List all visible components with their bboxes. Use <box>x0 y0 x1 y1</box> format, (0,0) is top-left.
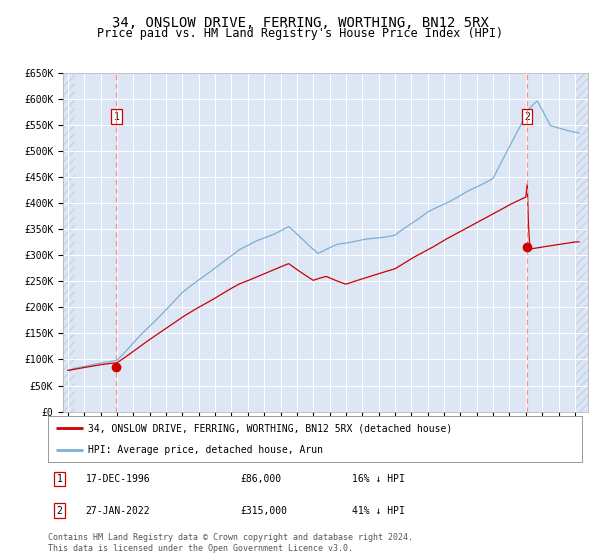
Text: 1: 1 <box>57 474 62 484</box>
Bar <box>63 73 75 412</box>
Text: £315,000: £315,000 <box>240 506 287 516</box>
Text: HPI: Average price, detached house, Arun: HPI: Average price, detached house, Arun <box>88 445 323 455</box>
Text: 2: 2 <box>524 112 530 122</box>
Text: 17-DEC-1996: 17-DEC-1996 <box>85 474 150 484</box>
Text: 1: 1 <box>113 112 119 122</box>
Text: 27-JAN-2022: 27-JAN-2022 <box>85 506 150 516</box>
Text: Contains HM Land Registry data © Crown copyright and database right 2024.
This d: Contains HM Land Registry data © Crown c… <box>48 533 413 553</box>
Text: £86,000: £86,000 <box>240 474 281 484</box>
Text: Price paid vs. HM Land Registry's House Price Index (HPI): Price paid vs. HM Land Registry's House … <box>97 27 503 40</box>
Text: 34, ONSLOW DRIVE, FERRING, WORTHING, BN12 5RX: 34, ONSLOW DRIVE, FERRING, WORTHING, BN1… <box>112 16 488 30</box>
Bar <box>575 73 588 412</box>
Text: 41% ↓ HPI: 41% ↓ HPI <box>352 506 405 516</box>
Text: 34, ONSLOW DRIVE, FERRING, WORTHING, BN12 5RX (detached house): 34, ONSLOW DRIVE, FERRING, WORTHING, BN1… <box>88 423 452 433</box>
Text: 2: 2 <box>57 506 62 516</box>
Text: 16% ↓ HPI: 16% ↓ HPI <box>352 474 405 484</box>
